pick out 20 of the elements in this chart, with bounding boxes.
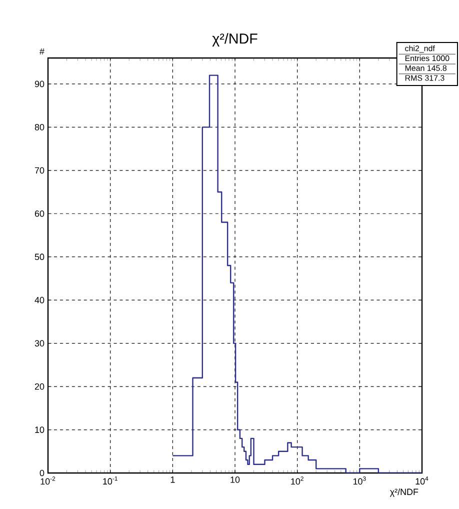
chart-title: χ²/NDF xyxy=(212,33,258,47)
x-tick-label: 10$^{3}$ xyxy=(353,476,366,485)
y-tick-label: 90 xyxy=(34,80,44,88)
x-tick-label: 10$^{4}$ xyxy=(416,476,428,485)
x-tick-label: 10$^{2}$ xyxy=(291,476,304,485)
y-axis-title: # xyxy=(40,48,44,54)
y-tick-label: 80 xyxy=(34,124,44,130)
y-tick-label: 10 xyxy=(35,426,44,433)
x-tick-label: 10 xyxy=(230,476,240,483)
y-tick-label: 0 xyxy=(40,470,44,476)
y-tick-label: 70 xyxy=(34,167,44,174)
y-tick-label: 50 xyxy=(34,254,44,260)
x-axis-title: χ²/NDF xyxy=(390,488,418,497)
y-tick-label: 30 xyxy=(34,340,44,346)
x-tick-label: 1 xyxy=(170,476,175,483)
x-tick-label: 10$^{-1}$ xyxy=(103,476,118,485)
x-tick-label: 10$^{-2}$ xyxy=(40,476,56,485)
y-tick-label: 60 xyxy=(34,210,44,217)
y-tick-label: 40 xyxy=(34,296,44,304)
y-tick-label: 20 xyxy=(34,383,44,390)
